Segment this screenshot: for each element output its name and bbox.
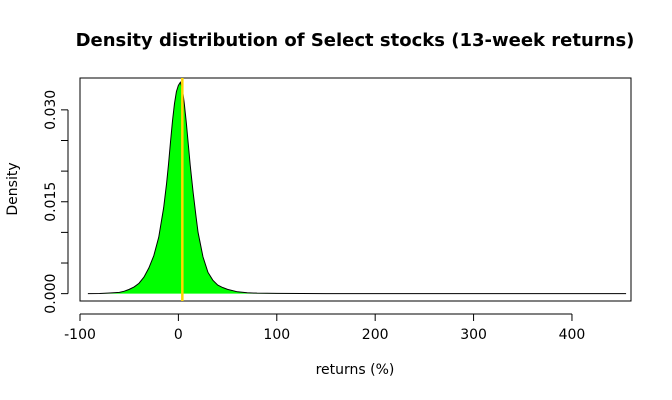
y-axis-label: Density — [5, 162, 21, 215]
x-axis-label: returns (%) — [316, 362, 395, 378]
y-tick-label: 0.015 — [43, 182, 59, 222]
density-layer — [87, 78, 627, 301]
x-tick-label: 0 — [174, 327, 183, 343]
x-tick-label: 100 — [263, 327, 290, 343]
chart-title: Density distribution of Select stocks (1… — [76, 30, 635, 51]
density-fill — [87, 82, 627, 294]
y-axis: 0.000 0.015 0.030 — [43, 90, 69, 314]
x-tick-label: 300 — [460, 327, 487, 343]
x-axis: -100 0 100 200 300 400 — [64, 313, 586, 343]
x-tick-label: 400 — [559, 327, 586, 343]
y-tick-label: 0.030 — [43, 90, 59, 130]
x-tick-label: 200 — [362, 327, 389, 343]
y-tick-label: 0.000 — [43, 274, 59, 314]
plot-frame — [79, 77, 632, 302]
x-tick-label: -100 — [64, 327, 96, 343]
